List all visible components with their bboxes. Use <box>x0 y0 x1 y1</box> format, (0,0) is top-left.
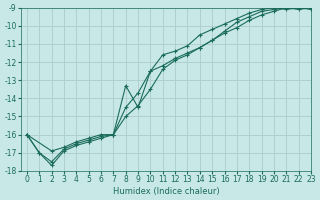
X-axis label: Humidex (Indice chaleur): Humidex (Indice chaleur) <box>113 187 219 196</box>
